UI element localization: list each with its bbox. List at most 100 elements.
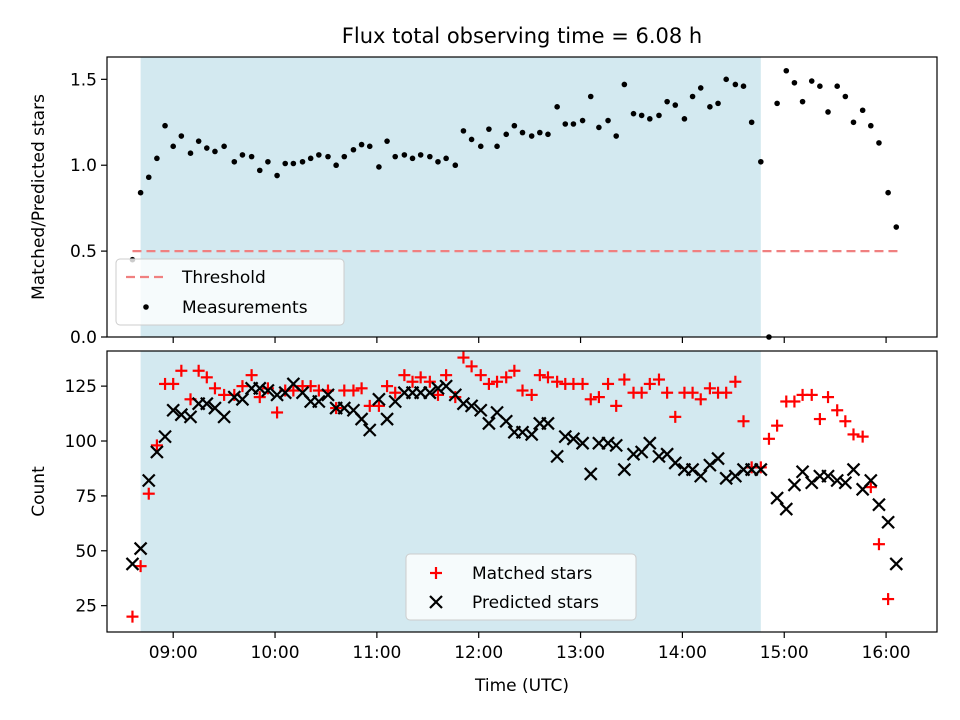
predicted-star-point	[482, 416, 496, 431]
predicted-star-point-b	[208, 401, 222, 415]
predicted-star-point-b	[252, 381, 267, 396]
bottom-xtick-label: 09:00	[149, 643, 198, 663]
measurement-point	[808, 78, 815, 84]
measurement-point	[187, 150, 194, 156]
matched-star-point	[389, 386, 402, 399]
predicted-star-point-b	[719, 471, 733, 486]
matched-star-point	[882, 593, 895, 606]
measurement-point	[783, 67, 790, 74]
measurement-point	[511, 122, 518, 129]
matched-star-point	[271, 406, 284, 419]
predicted-star-point-b	[652, 449, 666, 464]
matched-star-point	[150, 439, 163, 452]
matched-star-point	[355, 382, 368, 395]
matched-star-point	[525, 388, 538, 401]
predicted-star-point-b	[770, 491, 784, 505]
matched-star-point	[551, 375, 564, 388]
measurement-point	[740, 83, 747, 90]
matched-star-point	[134, 560, 147, 573]
matched-star-point	[805, 388, 818, 401]
matched-star-point	[245, 369, 258, 382]
predicted-star-point	[711, 451, 725, 466]
bottom-legend: Matched stars Predicted stars	[405, 553, 637, 621]
bottom-ytick-label: 25	[75, 597, 97, 617]
matched-star-point	[500, 371, 513, 384]
predicted-star-point-b	[295, 385, 310, 400]
predicted-star-point-b	[838, 475, 853, 490]
matched-star-point	[661, 386, 674, 399]
measurement-point	[341, 153, 348, 160]
predicted-star-point	[685, 462, 700, 477]
measurement-point	[528, 133, 535, 139]
measurement-point	[630, 110, 637, 117]
top-x-axis	[172, 337, 887, 343]
predicted-star-point-b	[779, 502, 794, 516]
measurement-point	[758, 158, 764, 165]
matched-star-point	[431, 388, 444, 401]
matched-star-point	[372, 399, 385, 412]
predicted-star-point-b	[728, 469, 743, 483]
matched-star-point	[142, 487, 155, 500]
legend-predicted-swatch	[429, 595, 443, 609]
predicted-star-point-b	[846, 462, 861, 477]
matched-star-point	[192, 364, 205, 377]
legend-predicted-swatch-b	[429, 595, 443, 609]
predicted-star-point-b	[787, 478, 802, 492]
matched-star-point	[703, 382, 716, 395]
bottom-xtick-label: 10:00	[251, 643, 300, 663]
bottom-panel: 25 50 75 100 125 09:00 10:00 11:00 12:00 13:00 14…	[29, 350, 938, 696]
matched-star-point	[440, 369, 453, 382]
measurement-point	[638, 112, 645, 119]
bottom-xtick-label: 12:00	[454, 643, 503, 663]
predicted-star-point-b	[668, 456, 683, 470]
matched-star-point	[208, 382, 221, 395]
matched-star-point	[423, 375, 436, 388]
measurement-point	[350, 146, 357, 153]
predicted-star-point-b	[711, 451, 725, 466]
matched-star-point	[872, 538, 885, 551]
matched-star-point	[737, 415, 750, 428]
matched-star-point	[253, 391, 266, 404]
measurement-point	[204, 145, 210, 151]
matched-star-point	[762, 432, 775, 445]
predicted-star-point	[183, 410, 198, 424]
matched-star-point	[516, 384, 529, 397]
predicted-star-point-b	[821, 469, 835, 483]
measurement-point	[452, 162, 459, 169]
predicted-star-point-b	[200, 396, 214, 411]
matched-star-point	[584, 393, 597, 406]
measurement-point	[366, 143, 373, 150]
legend-threshold-label: Threshold	[181, 268, 266, 288]
predicted-star-point-b	[423, 385, 437, 400]
bottom-ytick-label: 125	[65, 377, 97, 397]
legend-measurements-label: Measurements	[182, 298, 308, 318]
matched-star-point	[788, 395, 801, 408]
matched-star-point	[669, 410, 682, 423]
measurement-point	[477, 143, 484, 150]
predicted-star-point-b	[626, 447, 641, 461]
predicted-star-point	[575, 436, 590, 450]
measurement-point	[647, 116, 653, 122]
chart-title: Flux total observing time = 6.08 h	[342, 24, 702, 48]
predicted-star-point-b	[693, 469, 708, 483]
predicted-star-point	[693, 469, 708, 483]
top-y-axis: 0.0 0.5 1.0 1.5	[70, 70, 107, 348]
predicted-star-point	[227, 390, 242, 404]
measurement-point	[570, 121, 577, 127]
matched-star-point	[236, 380, 249, 393]
measurement-point	[723, 76, 729, 83]
predicted-star-point	[499, 414, 513, 429]
measurement-point	[697, 85, 704, 91]
measurement-point	[587, 93, 594, 100]
matched-star-point	[200, 371, 213, 384]
bottom-ytick-label: 100	[65, 432, 97, 452]
matched-star-point	[457, 351, 470, 364]
matched-star-point	[175, 364, 188, 377]
measurement-point	[774, 100, 780, 107]
bottom-xtick-label: 14:00	[658, 643, 707, 663]
predicted-star-point-b	[703, 458, 717, 472]
top-measurements-series	[129, 67, 900, 340]
predicted-star-point-b	[601, 436, 615, 450]
predicted-star-point-b	[380, 412, 394, 426]
